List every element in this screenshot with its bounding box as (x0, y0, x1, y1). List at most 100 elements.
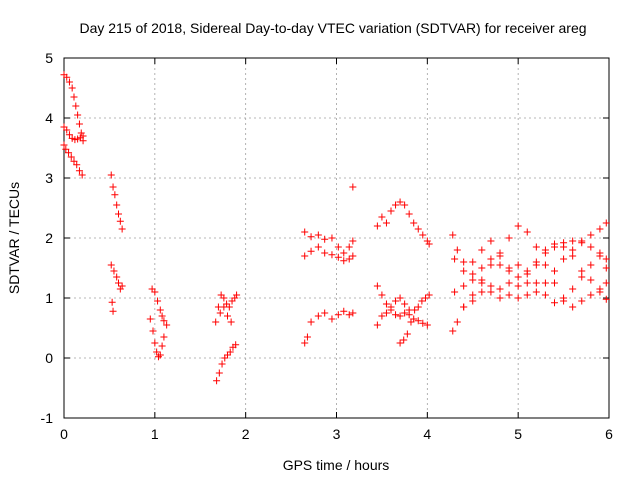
data-point (532, 288, 540, 296)
data-point (487, 288, 495, 296)
data-point (405, 306, 413, 314)
data-point (514, 294, 522, 302)
data-point (578, 267, 586, 275)
data-point (109, 183, 117, 191)
data-point (65, 78, 73, 86)
data-point (460, 258, 468, 266)
x-tick-label: 0 (60, 426, 68, 442)
data-point (77, 129, 85, 137)
y-tick-label: 1 (45, 290, 53, 306)
data-point (63, 73, 71, 81)
data-point (401, 300, 409, 308)
data-point (387, 207, 395, 215)
data-point (505, 279, 513, 287)
data-point (596, 225, 604, 233)
series-track-t (449, 222, 610, 335)
data-point (487, 255, 495, 263)
data-point (505, 291, 513, 299)
data-point (405, 210, 413, 218)
series-track-b (60, 123, 87, 144)
data-point (423, 237, 431, 245)
data-point (392, 311, 400, 319)
data-point (65, 149, 73, 157)
series-track-v (451, 219, 610, 299)
data-point (578, 297, 586, 305)
data-point (116, 285, 124, 293)
data-point (587, 291, 595, 299)
data-point (487, 237, 495, 245)
data-point (478, 276, 486, 284)
data-point (307, 318, 315, 326)
data-point (403, 330, 411, 338)
data-point (334, 243, 342, 251)
data-point (334, 311, 342, 319)
y-tick-label: 5 (45, 50, 53, 66)
data-point (414, 317, 422, 325)
data-point (400, 336, 408, 344)
data-point (314, 243, 322, 251)
data-point (156, 306, 164, 314)
series-track-c (60, 141, 86, 179)
data-point (151, 339, 159, 347)
data-point (74, 111, 82, 119)
data-point (213, 377, 221, 385)
data-point (303, 333, 311, 341)
data-point (414, 225, 422, 233)
data-point (469, 297, 477, 305)
data-point (569, 285, 577, 293)
data-point (160, 333, 168, 341)
data-point (220, 294, 228, 302)
data-point (70, 157, 78, 165)
data-point (70, 93, 78, 101)
series-track-e (107, 261, 126, 315)
data-point (423, 321, 431, 329)
data-point (449, 327, 457, 335)
data-point (514, 222, 522, 230)
data-point (307, 233, 315, 241)
data-point (382, 309, 390, 317)
data-point (378, 291, 386, 299)
data-point (410, 219, 418, 227)
series-track-n (349, 183, 357, 191)
data-point (301, 252, 309, 260)
data-point (602, 219, 610, 227)
data-point (314, 312, 322, 320)
data-point (425, 240, 433, 248)
data-point (115, 210, 122, 218)
data-point (523, 291, 531, 299)
data-point (396, 312, 404, 320)
data-point (212, 318, 220, 326)
data-point (602, 295, 610, 303)
data-point (419, 319, 427, 327)
data-point (569, 303, 577, 311)
data-point (425, 291, 433, 299)
data-point (569, 237, 577, 245)
data-point (396, 294, 404, 302)
data-point (215, 369, 223, 377)
data-point (349, 309, 357, 317)
data-points (60, 71, 610, 385)
data-point (156, 351, 164, 359)
data-point (523, 228, 531, 236)
data-point (345, 311, 353, 319)
data-point (453, 246, 461, 254)
series-track-d (107, 171, 126, 233)
data-point (453, 318, 461, 326)
data-point (149, 327, 157, 335)
series-track-j (216, 303, 235, 326)
data-point (392, 297, 400, 305)
data-point (110, 267, 118, 275)
data-point (220, 303, 228, 311)
data-point (107, 171, 115, 179)
data-point (321, 249, 329, 257)
data-point (487, 282, 495, 290)
data-point (158, 312, 166, 320)
data-point (560, 255, 568, 263)
data-point (301, 339, 309, 347)
data-point (418, 297, 426, 305)
series-track-a (60, 71, 87, 145)
data-point (578, 273, 586, 281)
grid-lines (64, 58, 609, 418)
y-tick-label: 4 (45, 110, 53, 126)
